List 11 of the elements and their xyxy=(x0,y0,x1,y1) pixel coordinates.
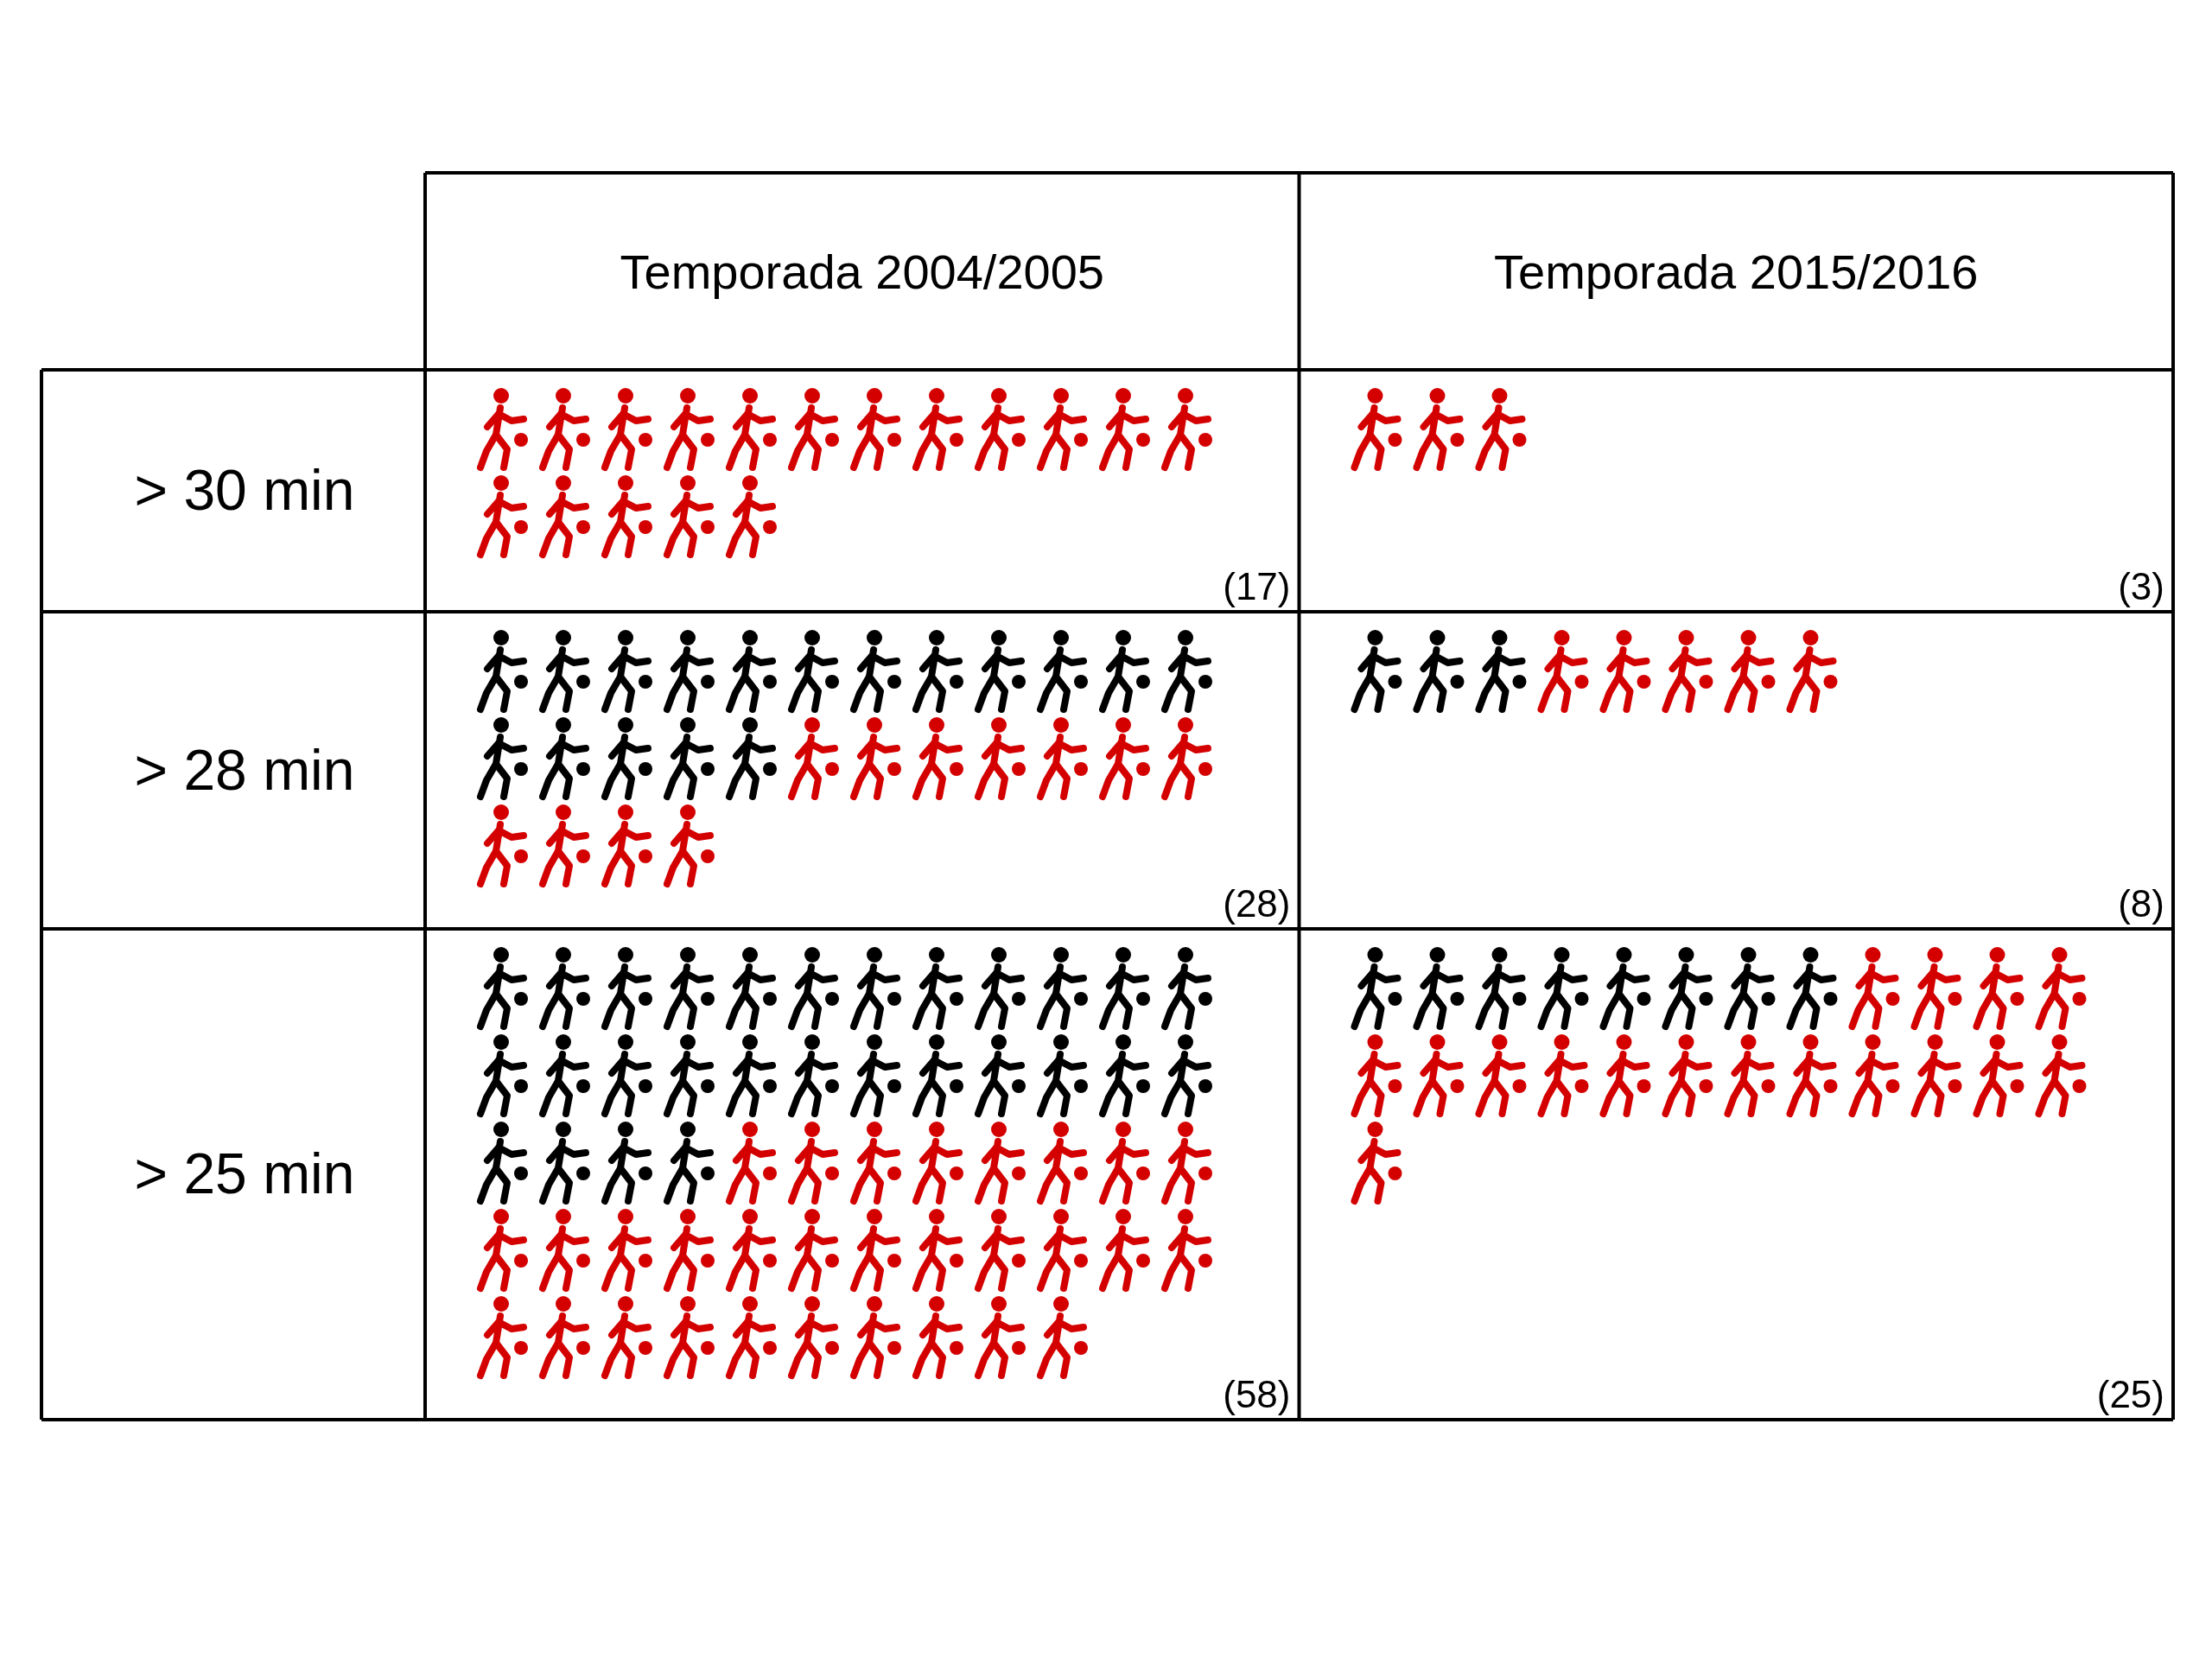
y-tick-label: > 25 min xyxy=(134,1141,355,1205)
x-tick-label: Temporada 2015/2016 xyxy=(1494,245,1979,299)
y-tick-label: > 30 min xyxy=(134,458,355,522)
data-label: (25) xyxy=(2096,1373,2164,1415)
y-tick-label: > 28 min xyxy=(134,737,355,802)
data-label: (8) xyxy=(2118,882,2164,925)
data-label: (58) xyxy=(1223,1373,1291,1415)
data-label: (3) xyxy=(2118,565,2164,607)
data-label: (17) xyxy=(1223,565,1291,607)
x-tick-label: Temporada 2004/2005 xyxy=(620,245,1104,299)
data-label: (28) xyxy=(1223,882,1291,925)
